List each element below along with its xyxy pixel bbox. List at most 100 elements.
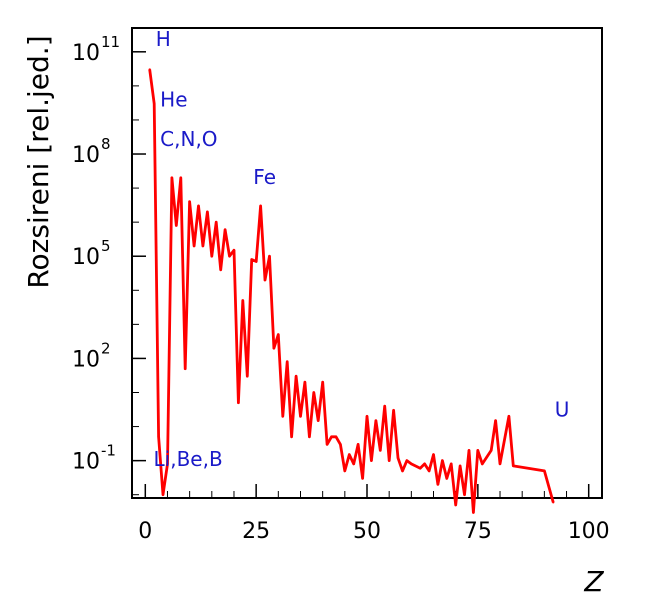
y-tick-exponent: 8 [101,135,111,153]
data-point [259,204,262,208]
data-point [450,462,453,466]
data-point [263,278,267,282]
data-point [161,493,165,496]
data-point [330,435,333,439]
data-point [365,415,369,418]
data-point [356,443,360,446]
y-tick-exponent: -1 [101,442,116,460]
data-point [458,464,462,468]
data-point [175,224,178,227]
data-point [179,176,182,180]
data-point [254,260,258,263]
data-point [467,449,471,452]
data-point [339,443,342,446]
data-point [334,435,338,439]
x-tick-label: 75 [464,519,492,544]
data-point [241,299,245,302]
data-point [401,469,404,473]
data-point [352,462,355,466]
y-tick-exponent: 5 [101,237,111,255]
x-axis-title: Z [583,565,604,598]
data-point [436,483,440,486]
data-point [184,367,187,370]
data-point [445,477,449,480]
series-line [148,69,555,514]
data-point [512,464,515,468]
data-point [543,469,546,473]
y-tick-label: 10 [72,245,100,270]
data-point [294,375,298,378]
data-point [188,200,191,203]
data-point [370,459,373,462]
data-point [246,375,249,378]
data-point [277,333,280,336]
data-point [157,435,160,439]
data-point [441,459,444,462]
x-tick-label: 0 [138,519,152,544]
data-point [396,456,400,460]
data-point [361,477,364,480]
element-annotation: He [160,87,187,111]
data-point [494,419,497,422]
x-tick-label: 25 [242,519,270,544]
data-point [268,255,271,258]
y-tick-label: 10 [72,143,100,168]
data-point [325,443,329,446]
data-point [170,176,174,180]
data-point [374,419,378,422]
x-axis: 0 25 50 75 100 [138,484,610,544]
annotations: H He C,N,O Fe U Li,Be,B [154,27,570,471]
element-annotation: C,N,O [160,127,217,151]
data-point [489,449,493,452]
data-point [215,220,218,224]
data-point [148,68,151,71]
element-annotation: Li,Be,B [154,447,223,471]
data-point [476,449,480,452]
data-point [383,404,386,408]
data-point [343,469,347,473]
data-point [427,469,431,473]
data-point [405,459,409,462]
y-tick-exponent: 11 [101,33,120,51]
data-point [272,346,276,350]
data-point [410,462,413,466]
data-point [317,419,320,422]
data-point [507,415,511,418]
y-tick-label: 10 [72,450,100,475]
data-point [481,462,484,466]
data-point [321,381,324,384]
data-point [210,255,214,258]
data-point [228,255,231,258]
data-point [206,210,209,214]
data-point [472,511,475,514]
data-point [419,466,422,470]
data-point [348,453,351,456]
data-point [201,244,205,248]
element-annotation: U [555,397,570,421]
x-tick-label: 100 [568,519,610,544]
data-points [148,68,555,514]
data-point [463,493,466,496]
data-point [192,244,196,248]
data-point [232,249,236,252]
data-point [250,258,253,261]
element-annotation: H [156,27,171,51]
data-point [392,409,395,412]
data-point [152,102,156,105]
data-point [299,415,302,418]
data-point [281,415,284,418]
data-point [423,462,426,466]
y-axis-title: Rozsireni [rel.jed.] [22,35,55,288]
y-tick-label: 10 [72,41,100,66]
data-point [303,381,307,384]
y-tick-exponent: 2 [101,339,111,357]
data-point [223,228,227,231]
data-point [379,449,382,452]
data-point [432,453,435,456]
element-annotation: Fe [253,165,276,189]
data-point [454,503,457,507]
data-point [237,401,240,404]
